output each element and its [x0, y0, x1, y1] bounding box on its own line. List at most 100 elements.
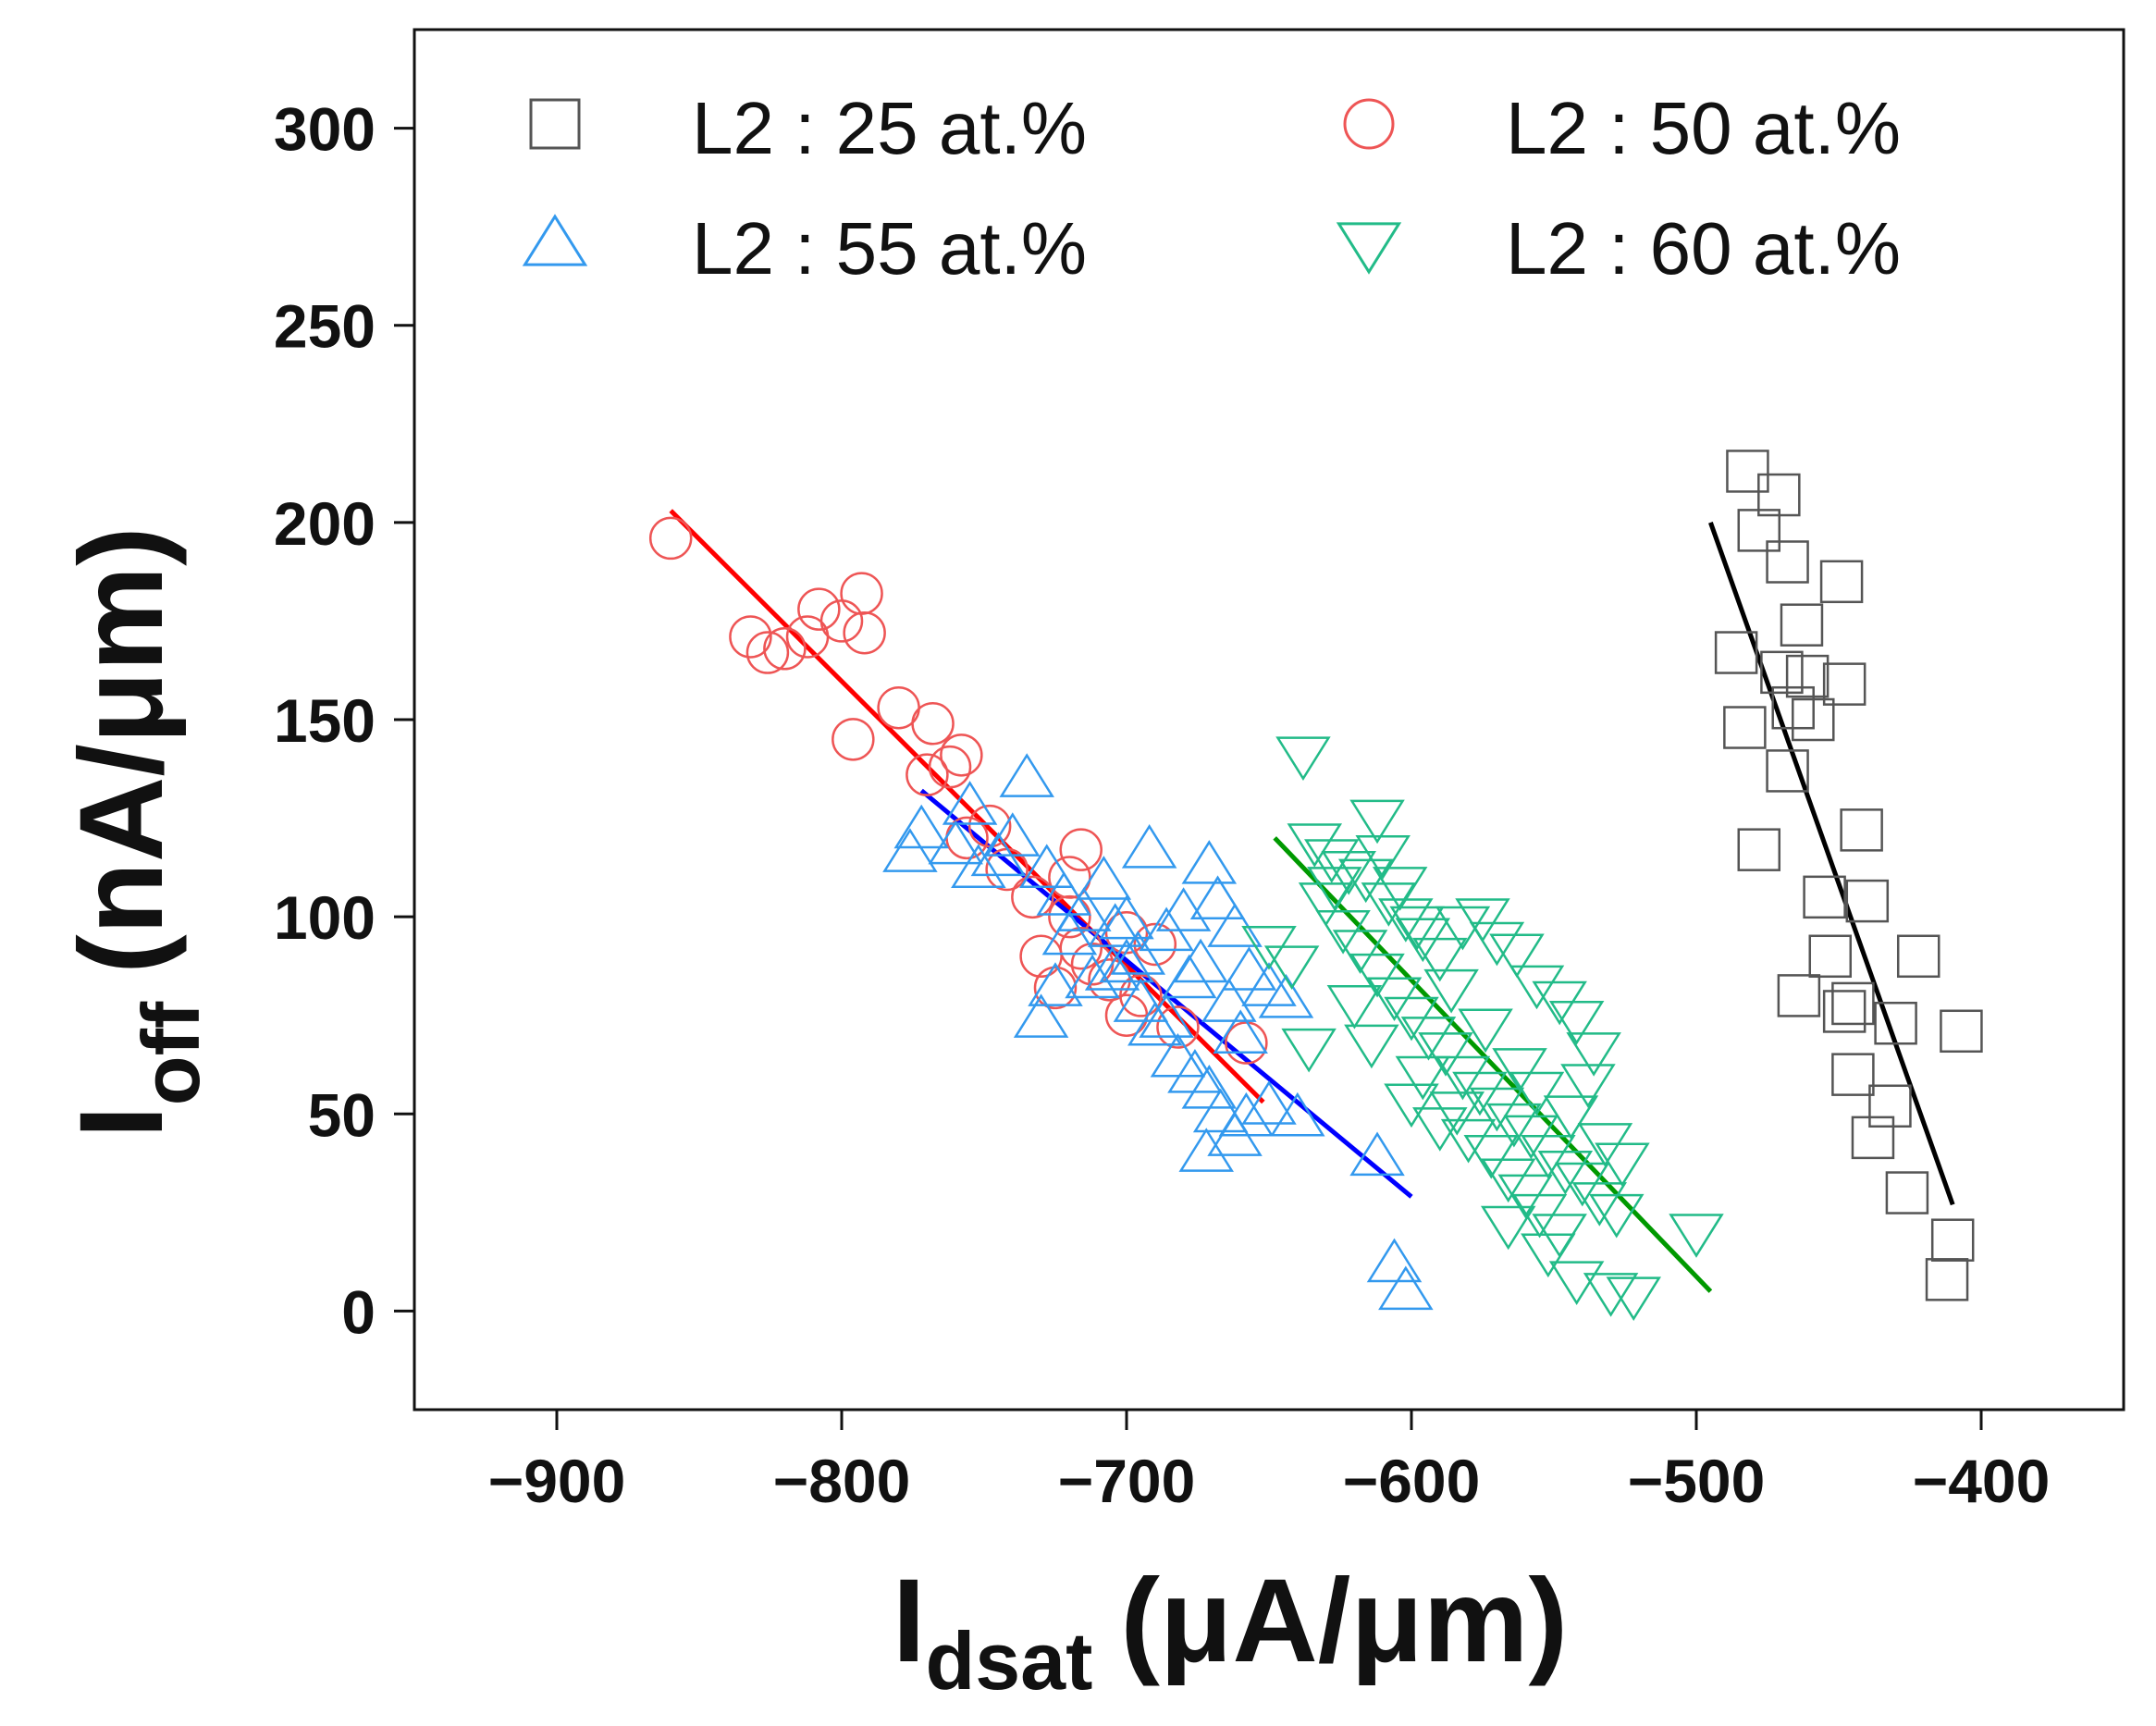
data-point-circle [928, 745, 972, 789]
x-tick-label: −500 [1628, 1447, 1766, 1515]
data-point-triangle-down [1389, 906, 1445, 951]
data-point-triangle-up [1110, 931, 1166, 975]
data-point-circle [648, 516, 693, 561]
data-point-triangle-down [1361, 882, 1417, 927]
data-point-triangle-up [1076, 856, 1132, 900]
data-point-circle [832, 718, 875, 761]
data-point-triangle-down [1489, 933, 1545, 979]
data-point-triangle-down [1509, 1071, 1565, 1116]
data-point-triangle-down [1595, 1142, 1650, 1188]
data-point-triangle-up [1241, 1080, 1297, 1125]
data-point-triangle-up [1178, 1128, 1234, 1172]
data-point-triangle-down [1263, 945, 1320, 990]
legend-marker-triangle-up [522, 214, 588, 266]
axis-ticks: −900 −800 −700 −600 −500 −400 0 50 100 150 200 250 3… [274, 95, 2050, 1515]
data-point-square [1831, 981, 1875, 1026]
data-point-triangle-up [1213, 1009, 1268, 1054]
y-tick-label: 100 [274, 883, 376, 952]
data-point-square [1896, 934, 1940, 979]
data-point-square [1808, 934, 1853, 979]
data-point-square [1868, 1084, 1912, 1128]
data-point-square [1766, 540, 1809, 584]
data-point-square [1845, 879, 1890, 923]
legend-label: L2 : 50 at.% [1506, 87, 1901, 169]
data-point-triangle-up [1019, 844, 1075, 888]
data-point-triangle-up [1084, 946, 1140, 991]
data-point-triangle-up [1028, 962, 1083, 1006]
y-axis-title: Ioff (nA/μm) [55, 526, 216, 1139]
data-point-triangle-up [1099, 938, 1154, 983]
data-point-triangle-down [1669, 1214, 1724, 1258]
y-axis-title-unit: (nA/μm) [55, 526, 188, 974]
data-point-triangle-down [1571, 1182, 1628, 1227]
data-point-square [1930, 1218, 1975, 1262]
data-point-triangle-down [1395, 1055, 1451, 1101]
data-point-triangle-down [1521, 1134, 1576, 1179]
data-point-triangle-down [1537, 1151, 1594, 1195]
data-point-square [1760, 650, 1804, 695]
data-point-triangle-up [1181, 840, 1238, 884]
data-point-triangle-down [1418, 1032, 1473, 1077]
data-point-circle [1033, 966, 1078, 1010]
data-point-circle [797, 587, 841, 631]
x-tick-label: −400 [1913, 1447, 2051, 1515]
y-tick-label: 300 [274, 95, 376, 164]
data-point-circle [940, 734, 983, 777]
data-point-triangle-down [1349, 799, 1405, 845]
data-point-triangle-down [1458, 1008, 1513, 1054]
data-point-triangle-up [1270, 1091, 1325, 1137]
data-point-square [1777, 974, 1821, 1017]
data-point-triangle-down [1355, 834, 1411, 880]
data-point-circle [911, 702, 955, 746]
data-point-triangle-down [1349, 953, 1405, 998]
data-point-circle [1048, 894, 1091, 939]
data-point-triangle-down [1440, 1118, 1497, 1164]
data-point-triangle-up [1013, 993, 1069, 1038]
data-point-square [1822, 990, 1866, 1033]
data-point-triangle-up [1041, 910, 1098, 955]
legend-marker-square [529, 98, 581, 150]
data-point-triangle-up [928, 820, 983, 865]
data-point-triangle-down [1543, 1095, 1599, 1140]
data-point-triangle-up [1241, 962, 1297, 1006]
y-axis-title-main: I [55, 1105, 188, 1139]
data-point-triangle-up [1366, 1238, 1423, 1283]
y-tick-label: 150 [274, 686, 376, 755]
data-point-triangle-up [1121, 824, 1177, 869]
x-tick-label: −600 [1343, 1447, 1481, 1515]
y-tick-label: 250 [274, 292, 376, 361]
data-point-square [1737, 509, 1781, 552]
data-point-square [1925, 1258, 1969, 1301]
data-point-circle [1019, 934, 1063, 979]
data-point-triangle-down [1469, 921, 1525, 967]
data-point-square [1940, 1009, 1983, 1054]
data-point-triangle-up [1087, 903, 1143, 947]
data-point-triangle-down [1492, 1048, 1547, 1092]
data-point-triangle-up [1036, 871, 1091, 916]
data-point-square [1831, 1053, 1875, 1096]
data-point-triangle-down [1287, 823, 1343, 868]
data-point-triangle-down [1326, 984, 1383, 1029]
data-point-triangle-up [1162, 954, 1217, 999]
y-axis-title-subscript: off [125, 1001, 216, 1105]
data-point-triangle-up [1150, 1032, 1206, 1078]
data-point-triangle-up [1099, 894, 1154, 940]
legend-marker-circle [1343, 98, 1395, 150]
data-point-triangle-down [1463, 1134, 1519, 1179]
data-point-square [1737, 828, 1781, 871]
x-tick-label: −800 [773, 1447, 911, 1515]
data-point-circle [1059, 926, 1103, 970]
data-point-triangle-up [1192, 1088, 1249, 1133]
data-point-triangle-down [1583, 1273, 1639, 1317]
y-tick-label: 50 [308, 1080, 376, 1149]
data-point-triangle-down [1332, 930, 1388, 974]
data-point-triangle-up [1139, 993, 1194, 1038]
data-point-triangle-down [1560, 1064, 1616, 1108]
data-point-triangle-down [1455, 898, 1510, 943]
legend-label: L2 : 25 at.% [692, 87, 1087, 169]
series-triangle-down [1241, 736, 1724, 1322]
data-point-square [1851, 1116, 1895, 1160]
data-point-circle [763, 627, 807, 671]
data-point-triangle-down [1548, 1001, 1605, 1045]
